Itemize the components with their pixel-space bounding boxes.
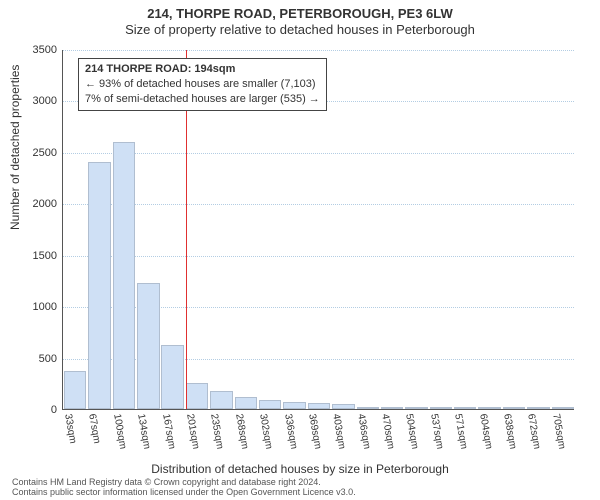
x-tick-label: 167sqm	[160, 413, 177, 450]
bar	[552, 407, 574, 409]
bar	[357, 407, 379, 409]
gridline-h	[63, 256, 574, 257]
x-axis-label: Distribution of detached houses by size …	[0, 462, 600, 476]
x-tick-label: 436sqm	[355, 413, 372, 450]
bar	[527, 407, 549, 409]
x-tick-label: 705sqm	[550, 413, 567, 450]
x-tick-label: 604sqm	[477, 413, 494, 450]
gridline-h	[63, 204, 574, 205]
annotation-title: 214 THORPE ROAD: 194sqm	[85, 62, 320, 77]
title-block: 214, THORPE ROAD, PETERBOROUGH, PE3 6LW …	[0, 0, 600, 39]
bar	[113, 142, 135, 409]
x-tick-label: 67sqm	[87, 413, 103, 444]
bar	[283, 402, 305, 409]
x-tick-label: 100sqm	[111, 413, 128, 450]
y-tick-label: 1500	[33, 250, 63, 262]
bar	[161, 345, 183, 409]
bar	[88, 162, 110, 409]
x-tick-label: 672sqm	[525, 413, 542, 450]
annotation-box: 214 THORPE ROAD: 194sqm← 93% of detached…	[78, 58, 327, 111]
annotation-line: ← 93% of detached houses are smaller (7,…	[85, 77, 320, 92]
y-axis-label: Number of detached properties	[8, 65, 22, 230]
x-tick-label: 336sqm	[282, 413, 299, 450]
plot-frame: 050010001500200025003000350033sqm67sqm10…	[62, 50, 574, 410]
x-tick-label: 638sqm	[501, 413, 518, 450]
title-address: 214, THORPE ROAD, PETERBOROUGH, PE3 6LW	[0, 6, 600, 22]
bar	[478, 407, 500, 409]
y-tick-label: 2500	[33, 147, 63, 159]
y-tick-label: 2000	[33, 198, 63, 210]
bar	[210, 391, 232, 410]
y-tick-label: 500	[39, 353, 63, 365]
bar	[64, 371, 86, 409]
x-tick-label: 33sqm	[62, 413, 78, 444]
chart-plot-area: 050010001500200025003000350033sqm67sqm10…	[62, 50, 574, 410]
annotation-line: 7% of semi-detached houses are larger (5…	[85, 92, 320, 107]
x-tick-label: 201sqm	[184, 413, 201, 450]
x-tick-label: 134sqm	[135, 413, 152, 450]
y-tick-label: 3000	[33, 95, 63, 107]
bar	[503, 407, 525, 409]
bar	[235, 397, 257, 409]
bar	[186, 383, 208, 409]
gridline-h	[63, 153, 574, 154]
bar	[454, 407, 476, 409]
x-tick-label: 571sqm	[452, 413, 469, 450]
x-tick-label: 470sqm	[379, 413, 396, 450]
title-subtitle: Size of property relative to detached ho…	[0, 22, 600, 38]
x-tick-label: 403sqm	[330, 413, 347, 450]
x-tick-label: 235sqm	[209, 413, 226, 450]
x-tick-label: 537sqm	[428, 413, 445, 450]
bar	[259, 400, 281, 409]
bar	[405, 407, 427, 409]
gridline-h	[63, 50, 574, 51]
figure-root: 214, THORPE ROAD, PETERBOROUGH, PE3 6LW …	[0, 0, 600, 500]
bar	[137, 283, 159, 410]
footer-line-2: Contains public sector information licen…	[12, 488, 588, 498]
bar	[308, 403, 330, 409]
x-tick-label: 302sqm	[257, 413, 274, 450]
x-tick-label: 504sqm	[404, 413, 421, 450]
bar	[332, 404, 354, 409]
y-tick-label: 1000	[33, 301, 63, 313]
bar	[430, 407, 452, 409]
y-tick-label: 3500	[33, 44, 63, 56]
x-tick-label: 268sqm	[233, 413, 250, 450]
footer-attribution: Contains HM Land Registry data © Crown c…	[12, 478, 588, 498]
bar	[381, 407, 403, 409]
x-tick-label: 369sqm	[306, 413, 323, 450]
